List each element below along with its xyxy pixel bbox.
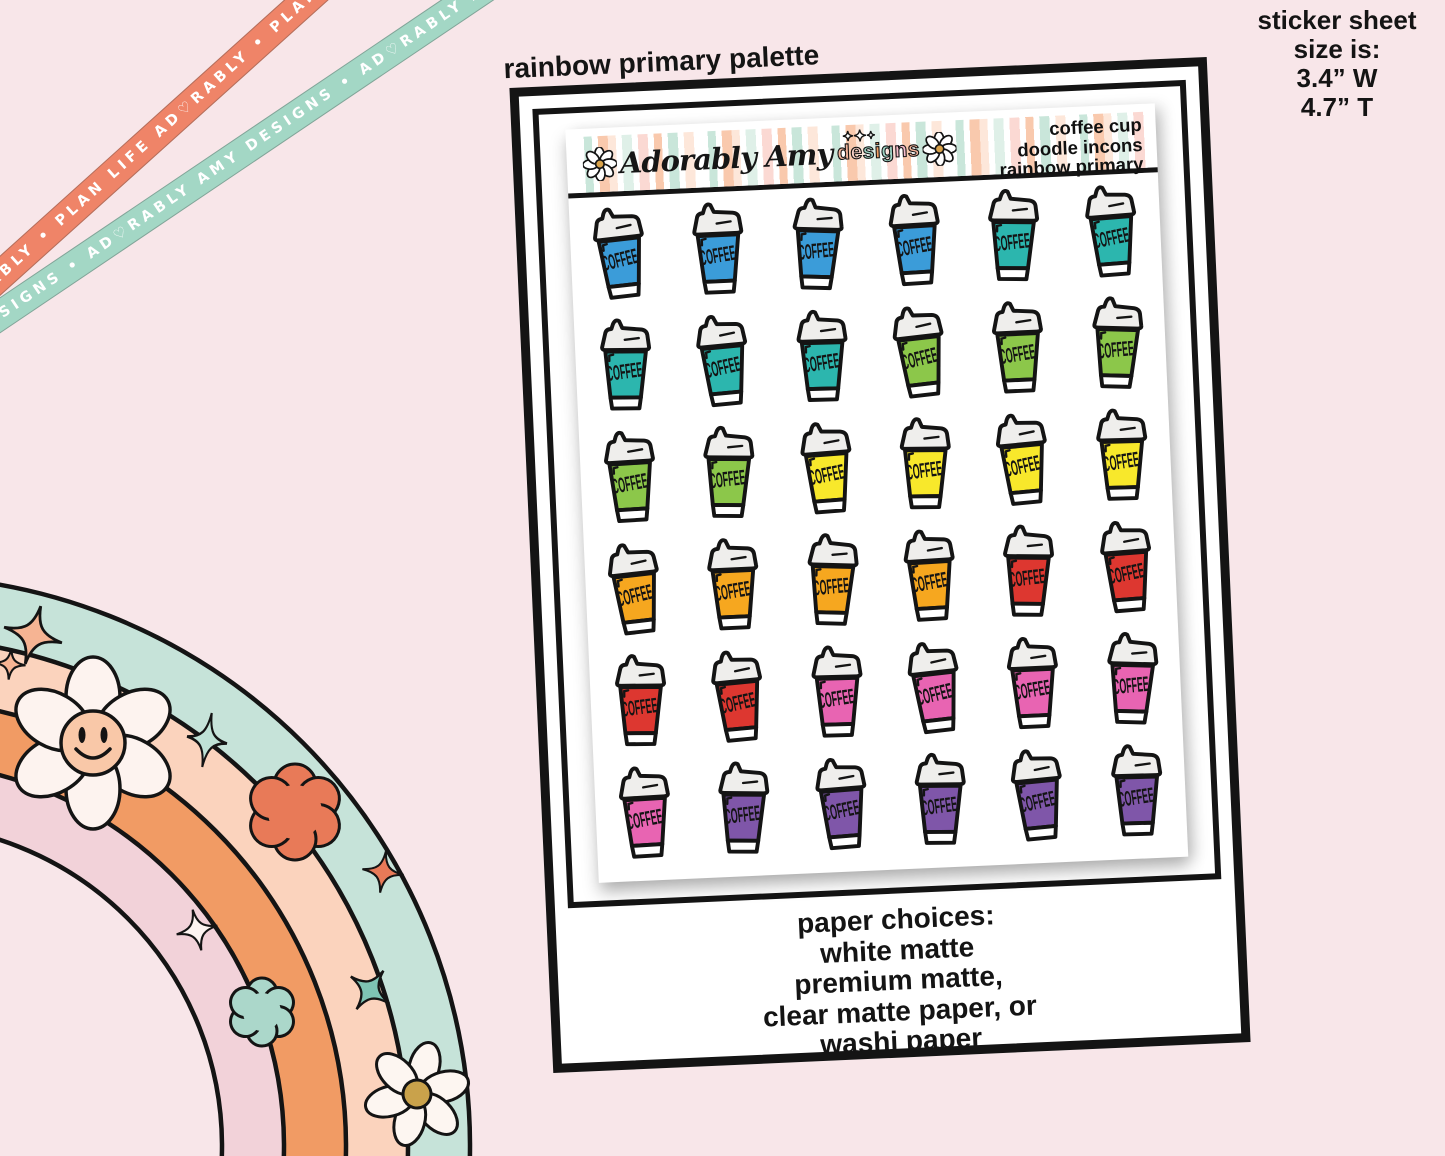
svg-text:COFFEE: COFFEE [709,465,747,492]
svg-text:COFFEE: COFFEE [812,573,850,599]
coffee-cup-sticker: COFFEE [775,413,878,529]
svg-text:COFFEE: COFFEE [905,456,944,484]
svg-text:COFFEE: COFFEE [797,237,835,263]
coffee-cup-sticker: COFFEE [667,194,770,310]
paper-choices-note: paper choices: white matte premium matte… [555,890,1241,1073]
brand-sub-letter: d [836,140,851,165]
svg-text:COFFEE: COFFEE [1008,564,1046,591]
coffee-cup-sticker: COFFEE [790,749,893,865]
coffee-cup-sticker: COFFEE [584,534,687,650]
coffee-cup-sticker: COFFEE [976,516,1079,632]
coffee-cup-sticker: COFFEE [677,418,780,534]
daisy-icon [582,146,618,182]
svg-text:COFFEE: COFFEE [605,357,644,385]
coffee-cup-sticker: COFFEE [1065,288,1168,404]
svg-text:COFFEE: COFFEE [1112,672,1150,698]
photo-window: Adorably Amy designs [532,79,1222,909]
coffee-cup-sticker: COFFEE [1075,512,1178,628]
size-note-line: 3.4” W [1296,63,1378,93]
svg-text:COFFEE: COFFEE [1097,336,1135,362]
coffee-cup-sticker: COFFEE [692,753,795,869]
sparkle-icon [186,712,228,768]
palette-title: rainbow primary palette [502,39,820,85]
coffee-cup-sticker: COFFEE [888,744,991,860]
svg-text:COFFEE: COFFEE [817,684,856,712]
coffee-cup-sticker: COFFEE [785,637,888,753]
coffee-cup-sticker: COFFEE [770,301,873,417]
brand-sub-letter: s [907,137,921,162]
coffee-cup-sticker: COFFEE [579,422,682,538]
sheet-info: coffee cup doodle incons rainbow primary [997,114,1144,180]
coffee-cup-sticker: COFFEE [574,310,677,426]
svg-text:COFFEE: COFFEE [724,801,762,828]
coral-flower-icon [249,762,341,862]
coffee-cup-sticker: COFFEE [588,646,691,762]
coffee-cup-sticker: COFFEE [971,404,1074,520]
brand-logo: Adorably Amy designs [582,120,958,193]
coffee-cup-sticker: COFFEE [868,297,971,413]
size-note-line: size is: [1293,34,1381,64]
sparkle-icon [0,648,26,680]
svg-text:COFFEE: COFFEE [993,228,1031,255]
sticker-sheet-size-note: sticker sheet size is: 3.4” W 4.7” T [1252,6,1422,122]
sparkle-icon [176,909,218,951]
svg-text:COFFEE: COFFEE [1116,783,1155,811]
sticker-grid: COFFEE COFFEE COFFEE COFFEE COFFEE COFFEE COFF… [568,172,1187,874]
coffee-cup-sticker: COFFEE [672,306,775,422]
coffee-cup-sticker: COFFEE [1080,624,1183,740]
coffee-cup-sticker: COFFEE [986,740,1089,856]
brand-sub-letter: e [849,140,864,165]
brand-script-text: Adorably Amy [619,136,833,181]
size-note-line: sticker sheet [1257,5,1417,35]
svg-text:COFFEE: COFFEE [620,693,659,721]
brand-sub-text: designs [836,129,921,166]
sparkles-icon [843,129,876,142]
coffee-cup-sticker: COFFEE [593,758,696,874]
coffee-cup-sticker: COFFEE [863,185,966,301]
sparkle-icon [3,605,63,665]
star-icon [350,970,390,1010]
svg-text:COFFEE: COFFEE [1101,447,1140,475]
svg-text:COFFEE: COFFEE [920,792,959,820]
svg-text:COFFEE: COFFEE [802,348,841,376]
coffee-cup-sticker: COFFEE [873,409,976,525]
daisy-flower-icon [363,1040,471,1148]
sticker-sheet: Adorably Amy designs [565,103,1189,883]
coffee-cup-sticker: COFFEE [966,293,1069,409]
brand-banner: Adorably Amy designs [575,111,1148,194]
brand-sub-letter: g [880,138,895,163]
coffee-cup-sticker: COFFEE [682,529,785,645]
sparkle-icon [362,851,404,893]
coffee-cup-sticker: COFFEE [878,521,981,637]
coffee-cup-sticker: COFFEE [962,181,1065,297]
coffee-cup-sticker: COFFEE [765,189,868,305]
polaroid-frame: rainbow primary palette [503,39,1251,1074]
size-note-line: 4.7” T [1300,92,1374,122]
coffee-cup-sticker: COFFEE [1060,176,1163,292]
coffee-cup-sticker: COFFEE [1085,736,1188,852]
coffee-cup-sticker: COFFEE [981,628,1084,744]
brand-sub-letter: n [893,138,909,163]
coffee-cup-sticker: COFFEE [569,198,672,314]
rainbow-decoration [0,582,473,1156]
coffee-cup-sticker: COFFEE [780,525,883,641]
smiley-daisy-flower-icon [14,655,172,831]
coffee-cup-sticker: COFFEE [687,641,790,757]
coffee-cup-sticker: COFFEE [1070,400,1173,516]
daisy-icon [922,131,958,167]
mint-flower-icon [229,976,295,1048]
coffee-cup-sticker: COFFEE [883,633,986,749]
